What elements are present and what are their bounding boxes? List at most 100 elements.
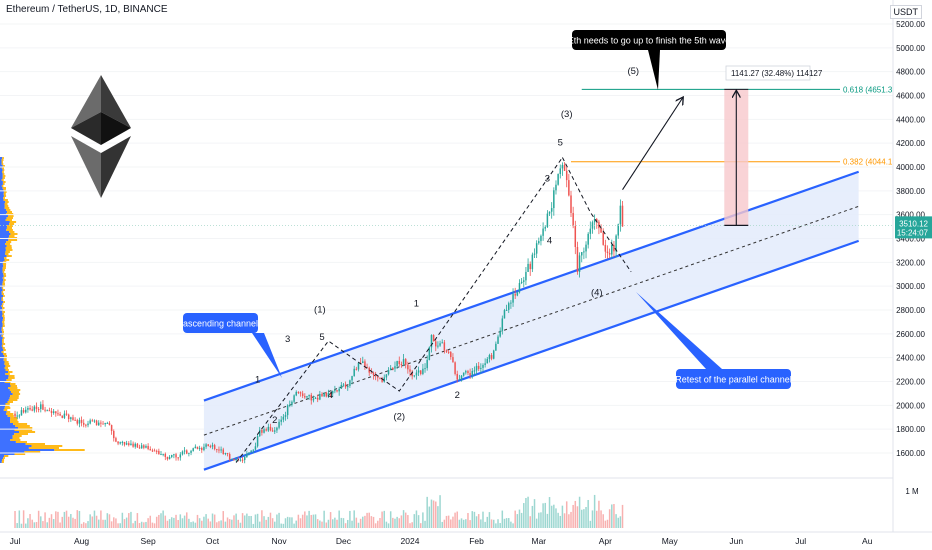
volume-bar [93,510,96,528]
profile-bar-buy [0,207,5,209]
candle-body [467,371,469,374]
candle-body [181,451,184,455]
profile-bar-sell [13,423,28,425]
candle-body [205,444,207,447]
candle-body [492,350,495,359]
profile-bar-sell [2,331,4,333]
volume-bar [430,499,433,528]
profile-bar-buy [0,189,4,191]
candle-body [173,454,175,456]
volume-bar [267,516,270,528]
candle-body [110,425,113,431]
y-tick-label: 4200.00 [896,139,925,148]
volume-bar [439,495,441,528]
candle-body [368,367,370,373]
profile-bar-sell [2,313,5,315]
currency-label[interactable]: USDT [889,5,922,19]
y-tick-label: 2800.00 [896,306,925,315]
candle-body [213,445,216,450]
profile-bar-buy [0,159,2,161]
x-tick-label: Jun [729,536,743,546]
profile-bar-sell [8,399,18,401]
profile-bar-sell [8,375,15,377]
volume-bar [194,522,197,528]
profile-bar-sell [2,343,6,345]
profile-bar-sell [15,425,30,427]
volume-bar [14,511,16,528]
volume-bar [65,510,68,528]
candle-body [155,450,158,452]
fib-382-label: 0.382 (4044.17) - [843,158,905,167]
volume-bar [452,516,454,528]
candle-body [377,376,379,378]
profile-bar-buy [0,327,2,329]
candle-body [70,417,72,420]
candle-body [546,213,549,228]
candle-body [540,235,542,242]
volume-scale-label: 1 M [905,487,919,496]
candle-body [381,378,383,382]
profile-bar-sell [3,199,8,201]
volume-bar [57,511,59,528]
candle-body [158,450,160,455]
profile-bar-buy [0,273,4,275]
profile-bar-sell [15,441,27,443]
volume-bar [237,519,240,528]
profile-bar-buy [0,407,5,409]
candle-body [490,355,493,359]
candle-body [25,409,27,413]
volume-bar [548,497,551,528]
volume-bar [529,516,531,528]
volume-bar [209,521,212,528]
profile-bar-sell [1,351,4,353]
volume-bar [490,519,493,528]
volume-bar [321,521,323,528]
profile-bar-buy [0,341,3,343]
volume-bar [61,516,64,528]
volume-bar [611,504,613,528]
profile-bar-buy [0,405,6,407]
volume-bar [151,522,154,528]
candle-body [325,392,328,397]
candle-body [598,221,600,229]
profile-bar-buy [0,295,4,297]
profile-bar-sell [2,283,5,285]
candle-body [16,415,18,417]
profile-bar-sell [14,453,26,455]
profile-bar-sell [25,443,45,445]
candle-body [299,392,302,394]
candle-body [119,442,121,444]
candle-body [347,385,349,388]
profile-bar-buy [0,319,3,321]
candle-body [617,224,619,236]
profile-bar-buy [0,219,6,221]
candle-body [477,365,480,369]
profile-bar-buy [0,389,10,391]
candle-body [284,415,287,417]
profile-bar-sell [3,295,5,297]
profile-bar-buy [0,201,6,203]
volume-bar [621,504,624,528]
volume-bar [456,511,458,528]
volume-bar [561,505,564,528]
candle-body [52,411,55,414]
volume-bar [226,517,229,528]
profile-bar-sell [1,185,4,187]
candle-body [587,233,589,245]
x-tick-label: Dec [336,536,352,546]
profile-bar-buy [0,459,2,461]
volume-bar [520,512,523,528]
candle-body [495,343,497,351]
profile-bar-sell [6,411,11,413]
profile-bar-buy [0,217,7,219]
profile-bar-buy [0,223,10,225]
annotations: 0.618 (4651.38) - 0.382 (4044.17) - 1141.2… [0,30,905,463]
candle-body [589,228,592,234]
volume-bar [518,509,521,528]
volume-bar [179,514,182,528]
volume-bar [617,517,619,528]
volume-bar [46,522,48,528]
volume-bar [409,523,411,528]
volume-bar [250,515,252,528]
